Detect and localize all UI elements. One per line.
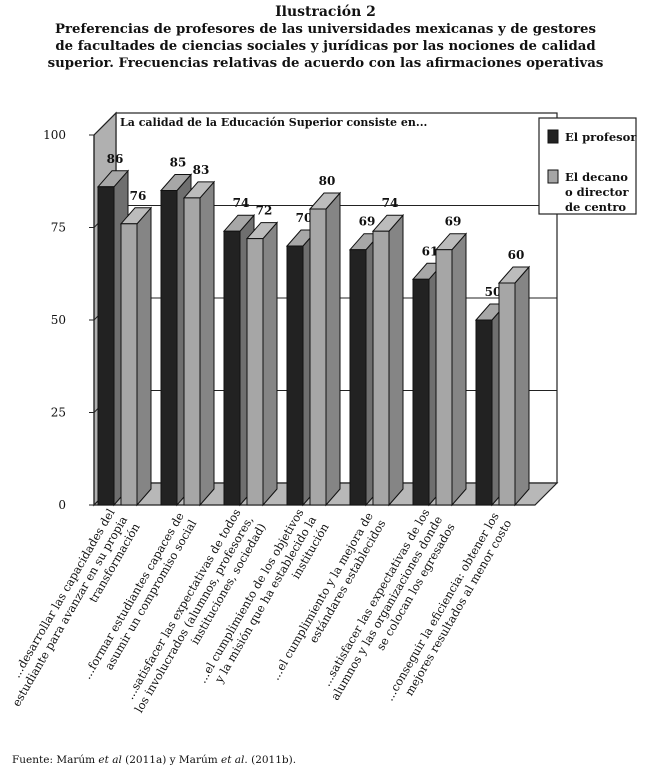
y-tick-label-2: 50 — [51, 313, 66, 327]
y-tick-label-3: 75 — [51, 221, 66, 235]
bar-side-1-1 — [199, 180, 215, 507]
figure-label: Ilustración 2 — [275, 4, 376, 20]
source-em-1: et al — [98, 754, 122, 766]
data-label-3-0: 70 — [296, 211, 313, 225]
source-note: Fuente: Marúm et al (2011a) y Marúm et a… — [12, 754, 296, 766]
data-label-5-1: 69 — [445, 215, 462, 229]
source-em-2: et al — [221, 754, 245, 766]
legend-swatch-0 — [547, 129, 559, 144]
source-suffix: . (2011b). — [244, 754, 297, 766]
bar-4-1 — [372, 230, 390, 506]
data-label-1-1: 83 — [193, 163, 210, 177]
bar-side-0-1 — [136, 206, 152, 507]
y-tick-label-0: 0 — [58, 498, 66, 512]
data-label-5-0: 61 — [422, 244, 439, 258]
bar-1-1 — [183, 197, 201, 506]
bar-side-6-1 — [514, 265, 530, 507]
bar-1-0 — [160, 190, 178, 506]
source-prefix: Fuente: Marúm — [12, 754, 99, 766]
bar-2-0 — [223, 230, 241, 506]
data-label-4-0: 69 — [359, 215, 376, 229]
y-tick-label-4: 100 — [43, 128, 66, 142]
category-label-0-line-1: estudiante para avanzar en su propia — [9, 513, 130, 709]
bar-6-1 — [498, 282, 516, 506]
figure-title: Preferencias de profesores de las univer… — [47, 22, 604, 71]
legend-label-1-0: El decano — [565, 170, 628, 184]
title-block: Ilustración 2 Preferencias de profesores… — [0, 4, 651, 72]
data-label-3-1: 80 — [319, 174, 336, 188]
data-label-0-0: 86 — [107, 152, 124, 166]
data-label-4-1: 74 — [382, 196, 399, 210]
bar-side-5-1 — [451, 232, 467, 507]
legend-label-1-1: o director — [565, 185, 629, 199]
bar-side-3-1 — [325, 191, 341, 507]
data-label-6-0: 50 — [485, 285, 502, 299]
data-label-2-1: 72 — [256, 204, 273, 218]
legend-label-1-2: de centro — [565, 200, 626, 214]
bar-0-1 — [120, 223, 138, 506]
bar-5-0 — [412, 278, 430, 506]
bar-6-0 — [475, 319, 493, 506]
legend-label-0-0: El profesor — [565, 130, 637, 144]
bar-5-1 — [435, 249, 453, 506]
bar-2-1 — [246, 238, 264, 506]
bar-4-0 — [349, 249, 367, 506]
data-label-6-1: 60 — [508, 248, 525, 262]
source-mid: (2011a) y Marúm — [121, 754, 222, 766]
data-label-2-0: 74 — [233, 196, 250, 210]
bar-side-2-1 — [262, 221, 278, 507]
bar-side-4-1 — [388, 213, 404, 507]
data-label-1-0: 85 — [170, 156, 187, 170]
bar-0-0 — [97, 186, 115, 506]
bar-3-1 — [309, 208, 327, 506]
data-label-0-1: 76 — [130, 189, 147, 203]
y-tick-label-1: 25 — [51, 406, 66, 420]
chart-annotation: La calidad de la Educación Superior cons… — [120, 116, 427, 129]
side-gridline-4 — [93, 112, 117, 136]
legend-swatch-1 — [547, 169, 559, 184]
bar-3-0 — [286, 245, 304, 506]
